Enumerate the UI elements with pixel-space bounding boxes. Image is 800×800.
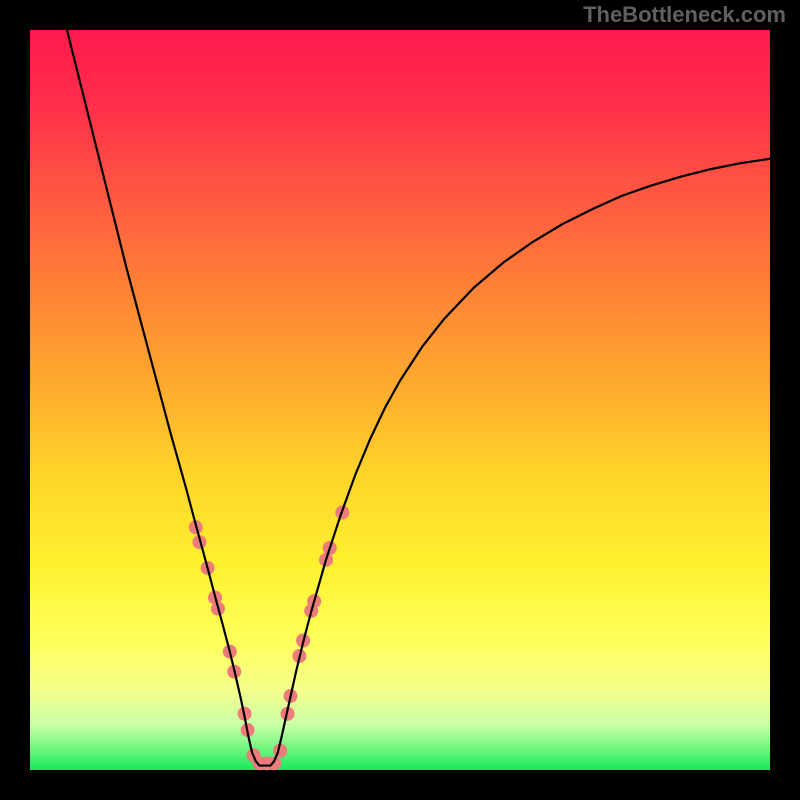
watermark-text: TheBottleneck.com <box>583 2 786 28</box>
chart-frame: TheBottleneck.com <box>0 0 800 800</box>
gradient-background <box>30 30 770 770</box>
chart-svg <box>0 0 800 800</box>
